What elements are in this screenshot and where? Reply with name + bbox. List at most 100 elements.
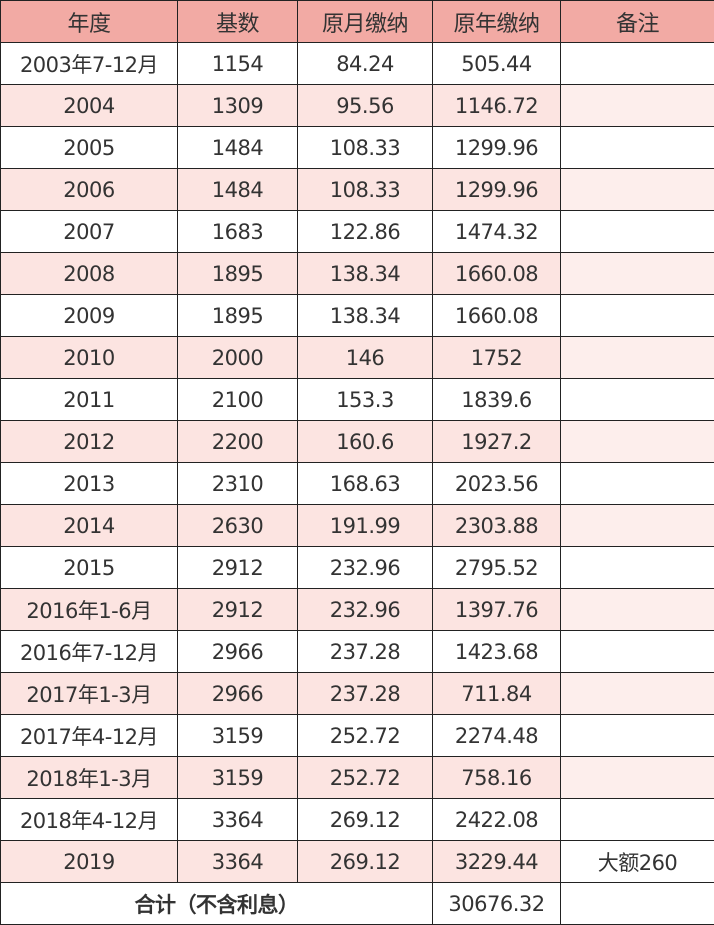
cell-annual: 3229.44 — [433, 841, 561, 883]
cell-note — [561, 631, 714, 673]
cell-year: 2014 — [1, 505, 178, 547]
cell-annual: 2422.08 — [433, 799, 561, 841]
cell-note — [561, 463, 714, 505]
cell-year: 2007 — [1, 211, 178, 253]
cell-note — [561, 127, 714, 169]
cell-note — [561, 505, 714, 547]
cell-note — [561, 43, 714, 85]
cell-note — [561, 589, 714, 631]
cell-base: 1154 — [178, 43, 298, 85]
cell-note — [561, 253, 714, 295]
cell-monthly: 95.56 — [298, 85, 433, 127]
cell-base: 1895 — [178, 253, 298, 295]
cell-year: 2017年1-3月 — [1, 673, 178, 715]
cell-monthly: 138.34 — [298, 295, 433, 337]
cell-base: 2000 — [178, 337, 298, 379]
cell-base: 3159 — [178, 757, 298, 799]
cell-annual: 1474.32 — [433, 211, 561, 253]
cell-year: 2016年1-6月 — [1, 589, 178, 631]
cell-year: 2019 — [1, 841, 178, 883]
cell-monthly: 237.28 — [298, 673, 433, 715]
total-note — [561, 883, 714, 925]
total-row: 合计（不含利息） 30676.32 — [1, 883, 714, 925]
cell-note — [561, 169, 714, 211]
cell-base: 2912 — [178, 547, 298, 589]
cell-base: 3159 — [178, 715, 298, 757]
cell-base: 2966 — [178, 631, 298, 673]
cell-note — [561, 547, 714, 589]
cell-base: 1484 — [178, 169, 298, 211]
cell-monthly: 232.96 — [298, 589, 433, 631]
cell-monthly: 138.34 — [298, 253, 433, 295]
cell-year: 2008 — [1, 253, 178, 295]
cell-annual: 2274.48 — [433, 715, 561, 757]
cell-annual: 1299.96 — [433, 127, 561, 169]
header-note: 备注 — [561, 1, 714, 43]
cell-note — [561, 337, 714, 379]
header-base: 基数 — [178, 1, 298, 43]
cell-base: 2100 — [178, 379, 298, 421]
cell-monthly: 237.28 — [298, 631, 433, 673]
cell-year: 2018年1-3月 — [1, 757, 178, 799]
cell-year: 2005 — [1, 127, 178, 169]
cell-annual: 1397.76 — [433, 589, 561, 631]
cell-annual: 1660.08 — [433, 295, 561, 337]
cell-note — [561, 757, 714, 799]
cell-annual: 505.44 — [433, 43, 561, 85]
cell-note — [561, 421, 714, 463]
cell-monthly: 108.33 — [298, 169, 433, 211]
cell-base: 1484 — [178, 127, 298, 169]
cell-year: 2004 — [1, 85, 178, 127]
cell-year: 2013 — [1, 463, 178, 505]
cell-base: 2912 — [178, 589, 298, 631]
cell-note — [561, 673, 714, 715]
cell-note — [561, 799, 714, 841]
header-annual: 原年缴纳 — [433, 1, 561, 43]
cell-annual: 758.16 — [433, 757, 561, 799]
header-year: 年度 — [1, 1, 178, 43]
cell-base: 1309 — [178, 85, 298, 127]
cell-monthly: 252.72 — [298, 757, 433, 799]
cell-monthly: 122.86 — [298, 211, 433, 253]
cell-note — [561, 295, 714, 337]
cell-year: 2016年7-12月 — [1, 631, 178, 673]
cell-monthly: 108.33 — [298, 127, 433, 169]
cell-base: 2966 — [178, 673, 298, 715]
cell-year: 2018年4-12月 — [1, 799, 178, 841]
cell-annual: 1752 — [433, 337, 561, 379]
cell-monthly: 84.24 — [298, 43, 433, 85]
header-monthly: 原月缴纳 — [298, 1, 433, 43]
total-annual: 30676.32 — [433, 883, 561, 925]
cell-monthly: 269.12 — [298, 799, 433, 841]
cell-annual: 1146.72 — [433, 85, 561, 127]
cell-year: 2017年4-12月 — [1, 715, 178, 757]
cell-year: 2009 — [1, 295, 178, 337]
cell-annual: 711.84 — [433, 673, 561, 715]
cell-base: 2630 — [178, 505, 298, 547]
cell-base: 1895 — [178, 295, 298, 337]
cell-monthly: 269.12 — [298, 841, 433, 883]
cell-note — [561, 85, 714, 127]
cell-annual: 1660.08 — [433, 253, 561, 295]
cell-annual: 1839.6 — [433, 379, 561, 421]
cell-year: 2003年7-12月 — [1, 43, 178, 85]
cell-year: 2015 — [1, 547, 178, 589]
cell-annual: 2303.88 — [433, 505, 561, 547]
cell-annual: 1927.2 — [433, 421, 561, 463]
